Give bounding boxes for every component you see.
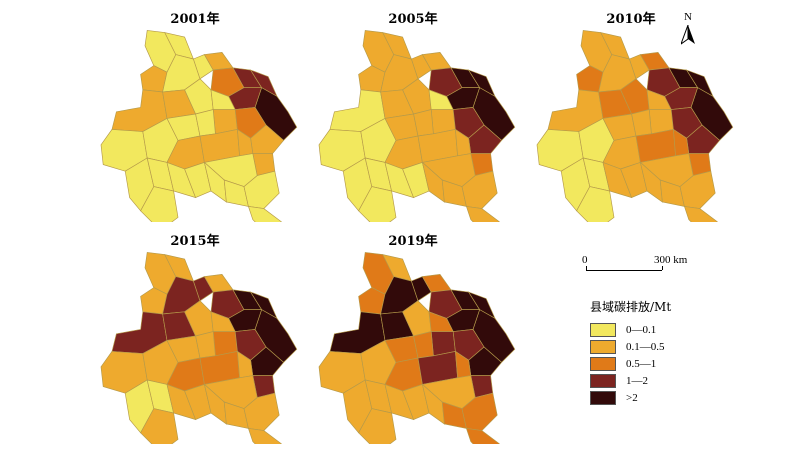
legend-label: 0.1—0.5 bbox=[626, 340, 665, 353]
legend-swatch bbox=[590, 322, 616, 337]
county-region bbox=[140, 408, 179, 444]
choropleth-map bbox=[536, 30, 734, 222]
scale-line bbox=[586, 270, 662, 271]
legend-swatch bbox=[590, 339, 616, 354]
legend-item: 1—2 bbox=[590, 372, 730, 389]
scale-start-label: 0 bbox=[582, 254, 588, 266]
map-title: 2019年 bbox=[388, 234, 438, 249]
map-panel-2001: 2001年 bbox=[80, 8, 310, 223]
legend-item: 0—0.1 bbox=[590, 321, 730, 338]
map-title: 2001年 bbox=[170, 12, 220, 27]
map-title: 2005年 bbox=[388, 12, 438, 27]
scale-tick bbox=[662, 266, 663, 270]
legend-label: 1—2 bbox=[626, 374, 648, 387]
choropleth-map bbox=[318, 30, 516, 222]
legend-item: 0.5—1 bbox=[590, 355, 730, 372]
legend: 县域碳排放/Mt 0—0.1 0.1—0.5 0.5—1 1—2 >2 bbox=[590, 298, 730, 406]
legend-label: >2 bbox=[626, 391, 638, 404]
map-panel-2015: 2015年 bbox=[80, 230, 310, 445]
county-region bbox=[683, 205, 718, 222]
map-title: 2015年 bbox=[170, 234, 220, 249]
legend-label: 0—0.1 bbox=[626, 323, 657, 336]
map-panel-2005: 2005年 bbox=[298, 8, 528, 223]
legend-label: 0.5—1 bbox=[626, 357, 657, 370]
choropleth-map bbox=[100, 252, 298, 444]
county-region bbox=[247, 205, 282, 222]
county-region bbox=[247, 427, 282, 444]
map-title: 2010年 bbox=[606, 12, 656, 27]
map-panel-2019: 2019年 bbox=[298, 230, 528, 445]
county-region bbox=[576, 186, 615, 222]
north-arrow: N bbox=[676, 12, 700, 46]
scale-end-label: 300 km bbox=[654, 254, 688, 266]
county-region bbox=[465, 427, 500, 444]
legend-title: 县域碳排放/Mt bbox=[590, 300, 672, 314]
legend-item: >2 bbox=[590, 389, 730, 406]
map-panel-2010: 2010年 bbox=[516, 8, 746, 223]
legend-swatch bbox=[590, 373, 616, 388]
north-arrow-icon bbox=[679, 24, 695, 46]
legend-items: 0—0.1 0.1—0.5 0.5—1 1—2 >2 bbox=[590, 321, 730, 406]
scale-tick bbox=[586, 266, 587, 270]
legend-swatch bbox=[590, 390, 616, 405]
legend-swatch bbox=[590, 356, 616, 371]
county-region bbox=[465, 205, 500, 222]
county-region bbox=[358, 408, 397, 444]
scale-bar: 0 300 km bbox=[582, 254, 702, 278]
county-region bbox=[358, 186, 397, 222]
choropleth-map bbox=[100, 30, 298, 222]
legend-item: 0.1—0.5 bbox=[590, 338, 730, 355]
north-label: N bbox=[684, 11, 692, 23]
county-region bbox=[140, 186, 179, 222]
choropleth-map bbox=[318, 252, 516, 444]
